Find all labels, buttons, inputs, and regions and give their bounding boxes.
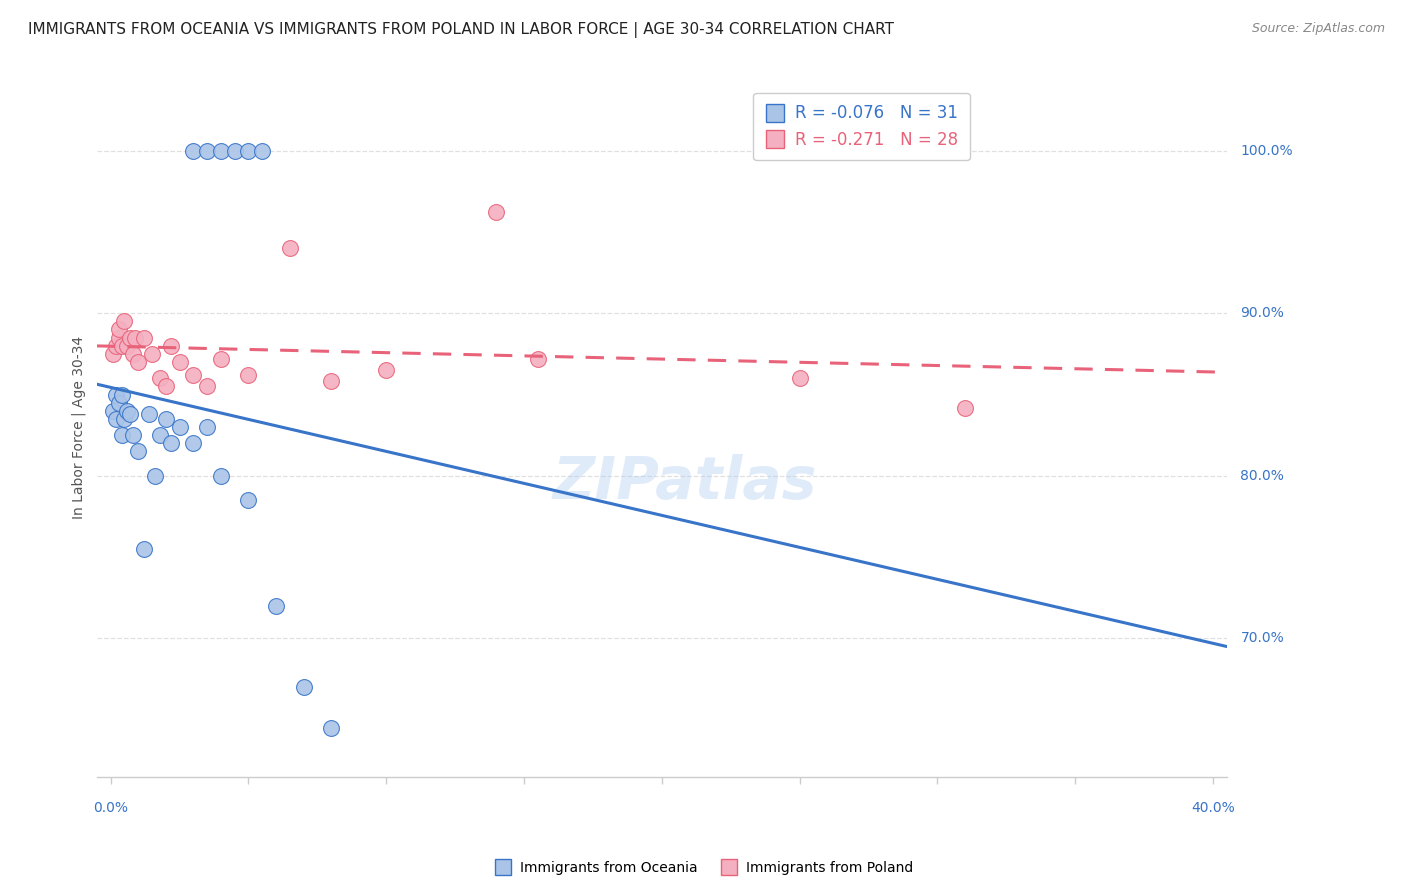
Point <box>319 375 342 389</box>
Point <box>141 347 163 361</box>
Point <box>181 144 204 158</box>
Point <box>118 330 141 344</box>
Point <box>103 347 125 361</box>
Point <box>112 314 135 328</box>
Point <box>264 599 287 613</box>
Point <box>292 680 315 694</box>
Point <box>121 428 143 442</box>
Point <box>127 444 149 458</box>
Point <box>108 395 131 409</box>
Point <box>121 347 143 361</box>
Point <box>181 436 204 450</box>
Point <box>181 368 204 382</box>
Point <box>155 379 177 393</box>
Point <box>111 339 134 353</box>
Point <box>105 387 128 401</box>
Point <box>160 339 183 353</box>
Point <box>124 330 146 344</box>
Point <box>209 351 232 366</box>
Point <box>138 407 160 421</box>
Point <box>485 205 508 219</box>
Text: 0.0%: 0.0% <box>93 801 128 815</box>
Point <box>789 371 811 385</box>
Point <box>160 436 183 450</box>
Text: 40.0%: 40.0% <box>1191 801 1234 815</box>
Point <box>195 420 218 434</box>
Legend: R = -0.076   N = 31, R = -0.271   N = 28: R = -0.076 N = 31, R = -0.271 N = 28 <box>754 93 970 161</box>
Point <box>319 721 342 735</box>
Y-axis label: In Labor Force | Age 30-34: In Labor Force | Age 30-34 <box>72 335 86 518</box>
Point <box>224 144 246 158</box>
Point <box>169 355 191 369</box>
Point <box>238 144 260 158</box>
Text: 90.0%: 90.0% <box>1240 306 1284 320</box>
Point <box>143 468 166 483</box>
Point <box>375 363 398 377</box>
Point <box>115 403 138 417</box>
Point <box>209 144 232 158</box>
Point <box>953 401 976 415</box>
Text: 80.0%: 80.0% <box>1240 469 1284 483</box>
Text: 100.0%: 100.0% <box>1240 144 1294 158</box>
Point <box>526 351 548 366</box>
Text: ZIPatlas: ZIPatlas <box>553 454 817 511</box>
Point <box>132 541 155 556</box>
Point <box>127 355 149 369</box>
Point <box>105 412 128 426</box>
Legend: Immigrants from Oceania, Immigrants from Poland: Immigrants from Oceania, Immigrants from… <box>486 855 920 880</box>
Point <box>149 428 172 442</box>
Text: IMMIGRANTS FROM OCEANIA VS IMMIGRANTS FROM POLAND IN LABOR FORCE | AGE 30-34 COR: IMMIGRANTS FROM OCEANIA VS IMMIGRANTS FR… <box>28 22 894 38</box>
Point <box>238 493 260 508</box>
Point <box>195 379 218 393</box>
Point <box>169 420 191 434</box>
Point <box>112 412 135 426</box>
Point <box>115 339 138 353</box>
Point <box>108 330 131 344</box>
Point <box>108 322 131 336</box>
Point <box>111 428 134 442</box>
Point <box>278 241 301 255</box>
Point <box>149 371 172 385</box>
Point <box>118 407 141 421</box>
Point <box>155 412 177 426</box>
Point <box>209 468 232 483</box>
Point <box>250 144 273 158</box>
Text: 70.0%: 70.0% <box>1240 632 1284 646</box>
Point <box>103 403 125 417</box>
Text: Source: ZipAtlas.com: Source: ZipAtlas.com <box>1251 22 1385 36</box>
Point <box>132 330 155 344</box>
Point <box>111 387 134 401</box>
Point <box>195 144 218 158</box>
Point <box>238 368 260 382</box>
Point <box>105 339 128 353</box>
